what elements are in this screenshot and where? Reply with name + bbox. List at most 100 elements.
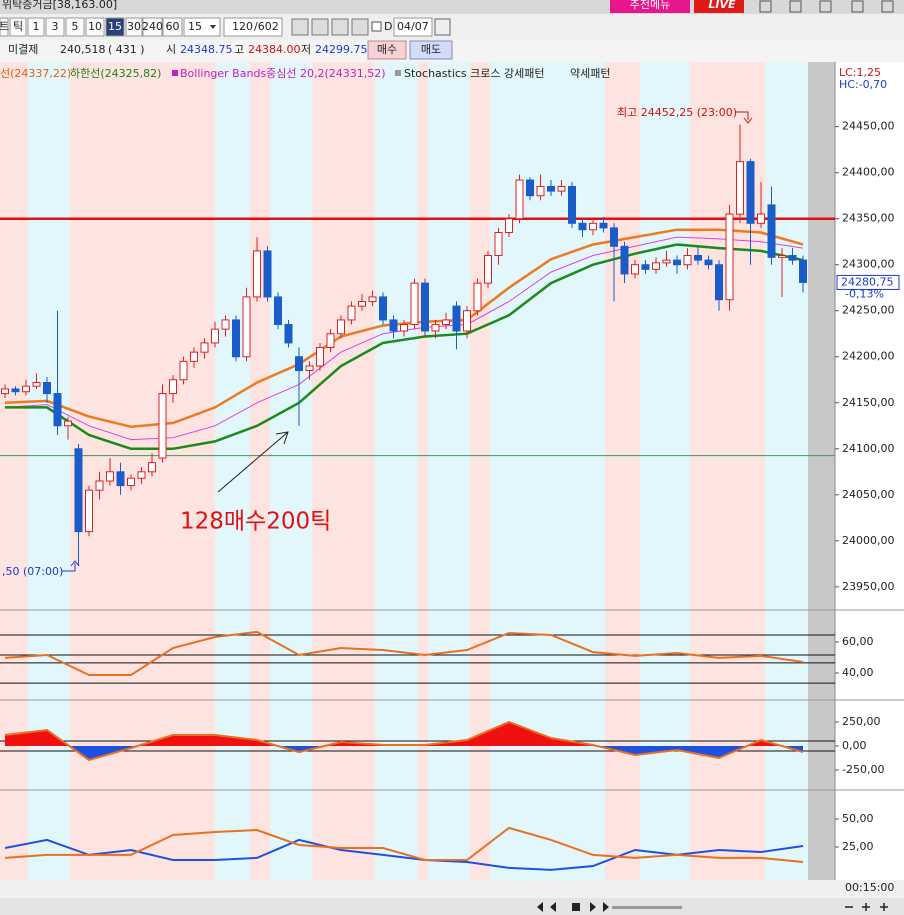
candle-body (526, 179, 534, 197)
y-tick-label: 250,00 (842, 715, 881, 728)
candle-body (431, 324, 440, 332)
interval-label: 30 (127, 20, 141, 33)
candle-body (190, 351, 198, 362)
candle-body (799, 259, 807, 283)
y-tick-label: 50,00 (842, 812, 874, 825)
session-band (765, 62, 808, 880)
candle-body (725, 213, 734, 301)
session-band (250, 62, 270, 880)
band-line (5, 243, 804, 451)
date-field[interactable] (393, 17, 433, 37)
last-price: 24280,75 (841, 275, 894, 288)
session-band (28, 62, 70, 880)
high-label: 고 (234, 43, 244, 56)
period-select[interactable] (183, 17, 221, 37)
y-tick-label: 60,00 (842, 635, 874, 648)
candle-body (263, 250, 272, 298)
y-tick-label: 40,00 (842, 666, 874, 679)
interval-button[interactable] (0, 17, 9, 37)
oi-label: 미결제 (8, 43, 38, 56)
area-outline (4, 720, 804, 762)
calendar-icon[interactable] (434, 18, 451, 36)
sell-button[interactable] (409, 40, 453, 60)
y-tick-label: 24300,00 (842, 258, 895, 271)
candle-body (74, 448, 83, 533)
oi-value: 240,518 (60, 43, 106, 56)
interval-button[interactable] (27, 17, 45, 37)
legend-marker (395, 70, 401, 76)
interval-button[interactable] (85, 17, 105, 37)
menu-button[interactable] (610, 0, 690, 13)
candle-body (95, 480, 104, 491)
candle-body (337, 319, 345, 335)
live-badge[interactable] (694, 0, 744, 13)
y-tick-label: 0,00 (842, 739, 867, 752)
candle-body (242, 296, 251, 358)
candle-body (673, 259, 681, 266)
d-label: D (384, 20, 392, 33)
scroll-controls[interactable] (537, 902, 888, 912)
candle-body (305, 365, 314, 372)
candle-body (158, 393, 167, 459)
tool-icon[interactable] (291, 18, 309, 36)
candle-body (1, 388, 9, 395)
tool-icon[interactable] (331, 18, 349, 36)
bottom-bar (0, 898, 904, 915)
session-band (375, 62, 418, 880)
candle-body (64, 420, 72, 427)
note: 128매수200틱 (180, 509, 331, 535)
candle-body (211, 328, 219, 344)
interval-label: 트 (0, 20, 9, 33)
interval-button[interactable] (142, 17, 163, 37)
buy-button[interactable] (367, 40, 407, 60)
low-arrow (62, 560, 80, 572)
interval-label: 1 (33, 20, 40, 33)
tool-icon[interactable] (311, 18, 329, 36)
interval-label: 5 (72, 20, 79, 33)
interval-label: 15 (108, 20, 122, 33)
count-field[interactable] (223, 17, 283, 37)
lc-label: LC:1,25 (839, 66, 881, 79)
session-band (640, 62, 690, 880)
candle-body (536, 185, 545, 197)
candle-body (116, 471, 125, 487)
dropdown-arrow (210, 25, 216, 29)
high-value: 24384.00 (248, 43, 301, 56)
interval-label: 240 (142, 20, 163, 33)
candle-body (736, 161, 744, 215)
interval-label: 틱 (13, 20, 23, 33)
candle-body (85, 489, 93, 533)
y-tick-label: 24350,00 (842, 212, 895, 225)
candle-body (284, 324, 293, 344)
interval-button[interactable] (105, 17, 125, 37)
y-tick-label: 23950,00 (842, 580, 895, 593)
time-axis (0, 880, 904, 898)
candle-body (778, 255, 786, 258)
legend-entry: 선(24337,22) (0, 67, 71, 80)
interval-button[interactable] (125, 17, 143, 37)
area-positive (5, 722, 782, 747)
interval-button[interactable] (45, 17, 65, 37)
session-band (470, 62, 490, 880)
candle-body (127, 477, 135, 487)
y-tick-label: 24400,00 (842, 166, 895, 179)
candle-body (32, 382, 41, 387)
interval-button[interactable] (162, 17, 183, 37)
candle-body (169, 379, 177, 395)
session-band (490, 62, 605, 880)
candle-body (379, 296, 387, 321)
candle-body (610, 227, 618, 247)
candle-body (22, 385, 30, 393)
tool-icon[interactable] (351, 18, 369, 36)
candle-body (652, 262, 660, 270)
axis-area (835, 62, 904, 880)
period-value: 15 (188, 20, 202, 33)
future-area (808, 62, 835, 880)
count-total: /602 (254, 20, 279, 33)
y-tick-label: 24450,00 (842, 120, 895, 133)
d-checkbox[interactable] (371, 21, 382, 32)
interval-button[interactable] (65, 17, 85, 37)
candle-body (137, 471, 146, 479)
interval-button[interactable] (9, 17, 27, 37)
